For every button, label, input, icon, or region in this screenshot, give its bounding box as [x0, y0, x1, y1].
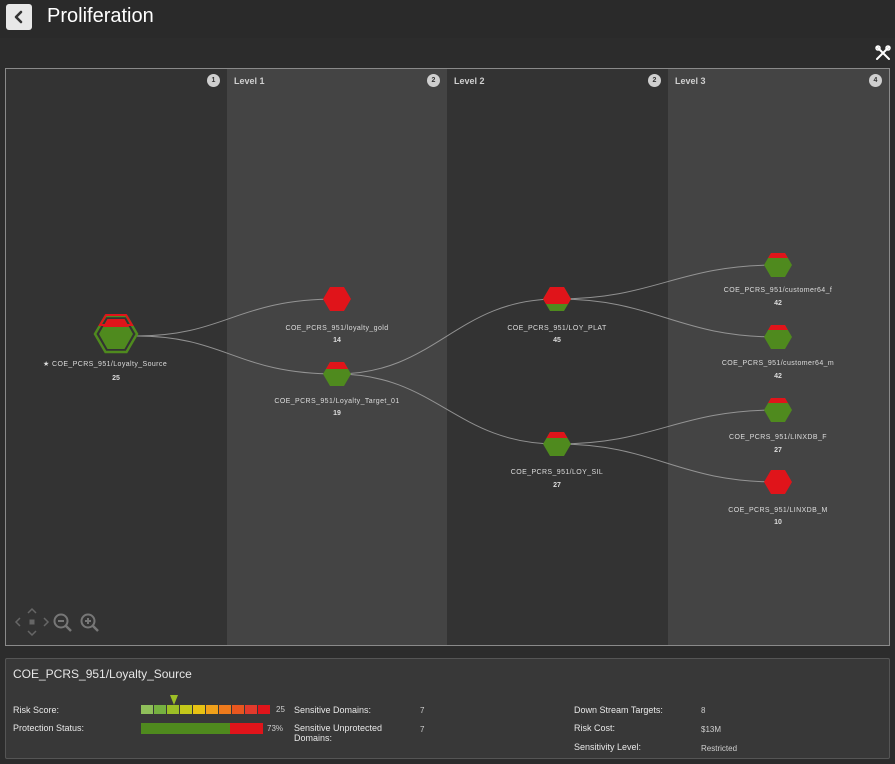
details-panel: COE_PCRS_951/Loyalty_Source Risk Score: … [5, 658, 890, 759]
node-loyalty-target[interactable] [323, 362, 351, 386]
level-count-badge: 2 [427, 74, 440, 87]
chevron-left-icon [14, 10, 23, 24]
risk-score-value: 25 [276, 705, 285, 714]
back-button[interactable] [6, 4, 32, 30]
node-label: COE_PCRS_951/LOY_PLAT [507, 325, 607, 332]
node-count: 27 [774, 447, 782, 454]
level-title: Level 3 [675, 76, 706, 86]
node-label: ★ COE_PCRS_951/Loyalty_Source [43, 360, 167, 368]
graph-canvas: ★ COE_PCRS_951/Loyalty_Source 25 COE_PCR… [43, 253, 834, 526]
node-loy-plat[interactable] [543, 287, 571, 311]
node-count: 42 [774, 373, 782, 380]
risk-segment [219, 705, 231, 714]
edge [556, 443, 779, 483]
protection-status-label: Protection Status: [13, 723, 85, 733]
protected-portion [141, 723, 231, 734]
risk-segment [206, 705, 218, 714]
risk-marker-icon [170, 695, 178, 705]
protection-status-value: 73% [267, 724, 284, 733]
node-label: COE_PCRS_951/Loyalty_Target_01 [274, 398, 399, 405]
sensitivity-level-value: Restricted [701, 744, 738, 753]
node-label: COE_PCRS_951/LINXDB_M [728, 507, 827, 514]
page-title: Proliferation [47, 5, 154, 27]
risk-segment [193, 705, 205, 714]
pan-right-icon[interactable] [43, 617, 50, 627]
edge [556, 298, 779, 338]
sensitive-domains-value: 7 [420, 706, 425, 715]
unprotected-portion [230, 723, 263, 734]
node-count: 25 [112, 375, 120, 382]
edge [556, 409, 779, 445]
pan-down-icon[interactable] [27, 630, 37, 637]
node-count: 45 [553, 337, 561, 344]
node-label: COE_PCRS_951/customer64_m [722, 360, 834, 367]
risk-segment [258, 705, 270, 714]
node-linxdb-m[interactable] [764, 470, 792, 494]
node-label: COE_PCRS_951/LOY_SIL [511, 469, 603, 476]
sensitive-domains-label: Sensitive Domains: [294, 705, 372, 715]
tools-icon[interactable] [875, 45, 891, 61]
pan-control[interactable] [14, 607, 50, 637]
downstream-targets-value: 8 [701, 706, 706, 715]
node-linxdb-f[interactable] [764, 398, 792, 422]
node-count: 42 [774, 300, 782, 307]
node-count: 10 [774, 519, 782, 526]
details-title: COE_PCRS_951/Loyalty_Source [13, 667, 192, 681]
page-header: Proliferation [0, 0, 895, 38]
zoom-out-icon[interactable] [53, 613, 73, 633]
edge [336, 373, 558, 445]
risk-segment [154, 705, 166, 714]
node-loyalty-source[interactable] [93, 314, 139, 354]
sensitive-unprotected-label: Sensitive Unprotected Domains: [294, 723, 383, 743]
node-count: 27 [553, 482, 561, 489]
node-count: 14 [333, 337, 341, 344]
edge [336, 298, 558, 375]
risk-cost-label: Risk Cost: [574, 723, 616, 733]
level-count-badge: 1 [207, 74, 220, 87]
pan-left-icon[interactable] [14, 617, 21, 627]
level-column-0: 1 [6, 69, 227, 645]
level-title: Level 2 [454, 76, 485, 86]
risk-cost-value: $13M [701, 725, 722, 734]
sensitive-unprotected-value: 7 [420, 725, 425, 734]
node-customer64-f[interactable] [764, 253, 792, 277]
level-column-3: Level 3 4 [668, 69, 889, 645]
risk-score-bar [141, 705, 270, 714]
proliferation-graph[interactable]: 1 Level 1 2 Level 2 2 Level 3 4 [5, 68, 890, 646]
risk-segment [232, 705, 244, 714]
sensitivity-level-label: Sensitivity Level: [574, 742, 642, 752]
level-count-badge: 4 [869, 74, 882, 87]
risk-segment [245, 705, 257, 714]
level-title: Level 1 [234, 76, 265, 86]
edge [135, 298, 338, 337]
risk-segment [180, 705, 192, 714]
node-label: COE_PCRS_951/LINXDB_F [729, 434, 827, 441]
edge [556, 264, 779, 300]
zoom-in-icon[interactable] [80, 613, 100, 633]
risk-score-label: Risk Score: [13, 705, 60, 715]
risk-segment [167, 705, 179, 714]
node-label: COE_PCRS_951/customer64_f [724, 287, 832, 294]
node-label: COE_PCRS_951/loyalty_gold [286, 325, 389, 332]
protection-status-bar [141, 723, 263, 734]
level-column-2: Level 2 2 [447, 69, 668, 645]
edge [135, 335, 338, 375]
node-loy-sil[interactable] [543, 432, 571, 456]
pan-up-icon[interactable] [27, 607, 37, 614]
downstream-targets-label: Down Stream Targets: [574, 705, 663, 715]
node-loyalty-gold[interactable] [323, 287, 351, 311]
node-customer64-m[interactable] [764, 325, 792, 349]
node-count: 19 [333, 410, 341, 417]
level-count-badge: 2 [648, 74, 661, 87]
risk-segment [141, 705, 153, 714]
